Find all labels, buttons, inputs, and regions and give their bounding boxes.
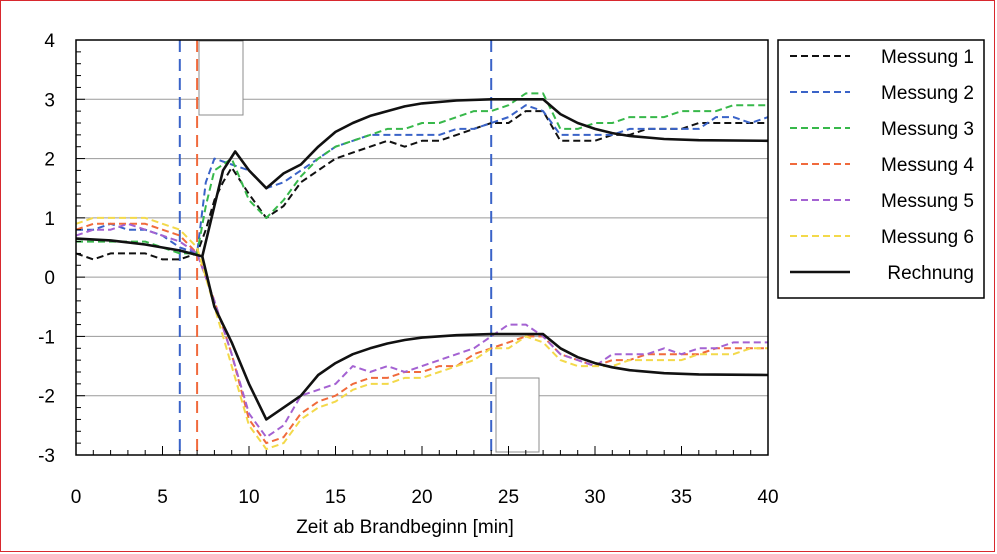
legend-items: Messung 1 Messung 2 Messung 3 Messung 4 Mess…: [790, 47, 974, 284]
annotation-layer: [198, 40, 540, 453]
legend-label: Messung 3: [881, 119, 974, 140]
series-line-rechnung-1: [201, 256, 769, 421]
x-tick-labels: 0 5 10 15 20 25 30 35 40: [71, 487, 779, 508]
x-tick-label-15: 15: [325, 487, 346, 508]
vertical-markers: [178, 40, 493, 455]
series-line-rechnung-0: [75, 98, 769, 258]
axes-layer: [75, 39, 769, 456]
y-tick-label-1: 1: [44, 209, 55, 230]
y-tick-label--2: -2: [38, 387, 55, 408]
legend-label: Messung 4: [881, 155, 974, 176]
x-tick-label-0: 0: [71, 487, 82, 508]
series-layer: [75, 92, 769, 451]
series-line-messung-4-0: [75, 222, 768, 445]
x-tick-label-5: 5: [157, 487, 168, 508]
legend-item-messung-3: Messung 3: [790, 119, 974, 140]
y-tick-label--3: -3: [38, 446, 55, 467]
annotation-box-bottom: [495, 377, 540, 453]
legend-label: Messung 5: [881, 191, 974, 212]
x-tick-label-35: 35: [671, 487, 692, 508]
y-tick-label-3: 3: [44, 90, 55, 111]
x-tick-label-25: 25: [498, 487, 519, 508]
legend-item-messung-5: Messung 5: [790, 191, 974, 212]
plot-area: [75, 39, 769, 456]
legend-item-messung-2: Messung 2: [790, 83, 974, 104]
x-tick-label-10: 10: [238, 487, 259, 508]
annotation-box-top: [198, 40, 244, 116]
legend-label: Messung 2: [881, 83, 974, 104]
y-tick-label-4: 4: [44, 31, 55, 52]
legend-item-messung-1: Messung 1: [790, 47, 974, 68]
legend: Messung 1 Messung 2 Messung 3 Messung 4 Mess…: [777, 39, 985, 299]
y-tick-label--1: -1: [38, 327, 55, 348]
y-tick-label-0: 0: [44, 268, 55, 289]
legend-box: [777, 39, 985, 299]
x-tick-label-30: 30: [584, 487, 605, 508]
series-line-messung-3-0: [76, 92, 768, 255]
y-tick-label-2: 2: [44, 150, 55, 171]
x-tick-label-20: 20: [411, 487, 432, 508]
series-line-messung-6-0: [75, 216, 768, 451]
legend-item-messung-6: Messung 6: [790, 227, 974, 248]
legend-item-rechnung: Rechnung: [790, 263, 974, 284]
x-tick-label-40: 40: [757, 487, 778, 508]
legend-label: Messung 1: [881, 47, 974, 68]
grid-layer: [76, 98, 768, 397]
y-tick-labels: -3 -2 -1 0 1 2 3 4: [38, 31, 55, 467]
legend-label: Rechnung: [887, 263, 974, 284]
series-line-messung-5-0: [75, 222, 768, 439]
legend-label: Messung 6: [881, 227, 974, 248]
x-axis-label: Zeit ab Brandbeginn [min]: [296, 517, 514, 538]
legend-item-messung-4: Messung 4: [790, 155, 974, 176]
